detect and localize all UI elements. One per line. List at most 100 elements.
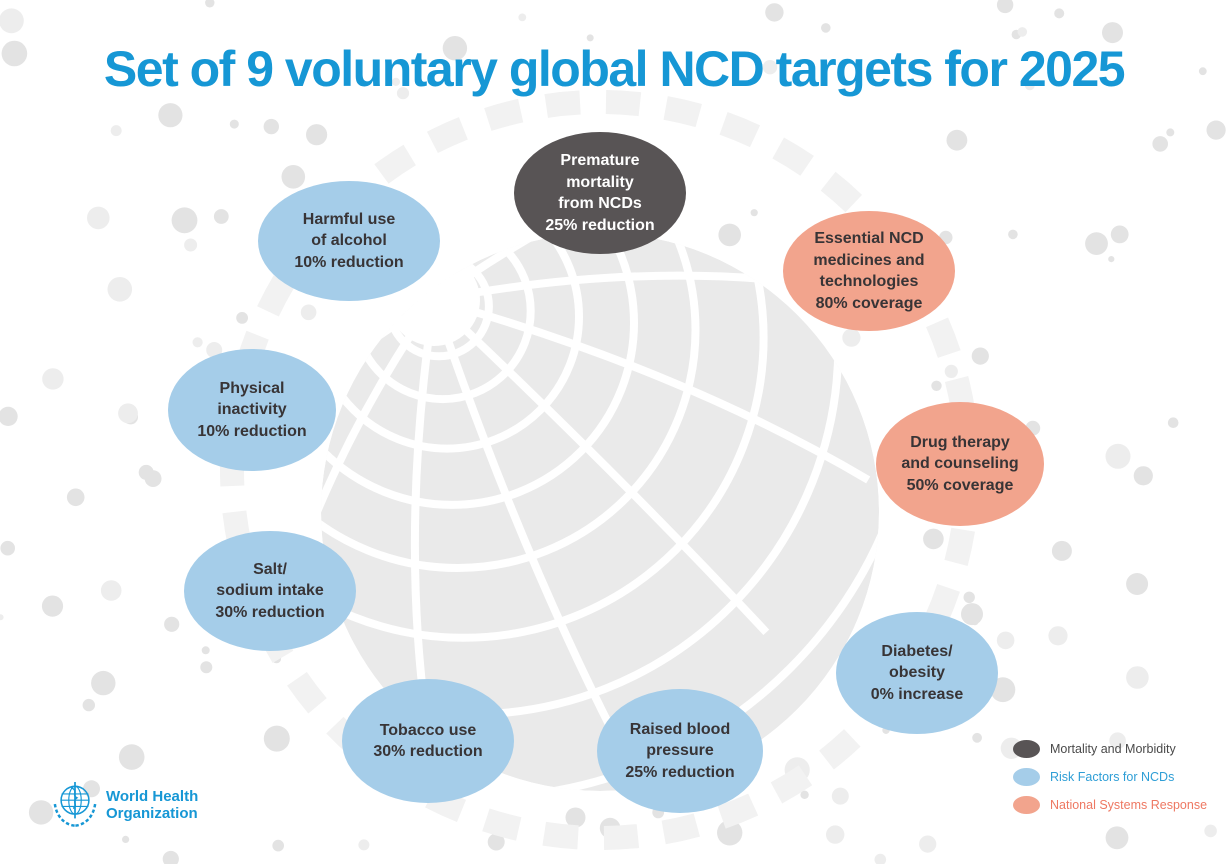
background-dot [396, 87, 410, 100]
target-bubble-premature-mortality: Premature mortality from NCDs 25% reduction [514, 132, 686, 254]
target-bubble-line: pressure [646, 742, 714, 760]
background-dot [205, 0, 215, 8]
target-bubble-line: Raised blood [629, 720, 731, 738]
target-bubble-line: 0% increase [870, 685, 964, 703]
background-dot [971, 347, 989, 365]
target-bubble-tobacco-use: Tobacco use 30% reduction [342, 679, 514, 803]
background-dot [158, 103, 183, 128]
background-dot [213, 209, 229, 224]
background-dot [996, 0, 1014, 14]
background-dot [162, 850, 179, 864]
legend-label: Risk Factors for NCDs [1050, 770, 1175, 784]
background-dot [923, 528, 944, 550]
background-dot [972, 732, 982, 743]
legend: Mortality and Morbidity Risk Factors for … [1013, 740, 1207, 824]
target-bubble-line: 25% reduction [545, 216, 655, 234]
background-dot [963, 591, 975, 603]
background-dot [118, 403, 138, 424]
background-dot [263, 725, 290, 752]
target-bubble-line: 30% reduction [373, 743, 483, 760]
background-dot [1102, 22, 1123, 44]
target-bubble-line: Drug therapy [910, 433, 1010, 451]
target-bubble-harmful-alcohol: Harmful use of alcohol 10% reduction [258, 181, 440, 301]
target-bubble-line: of alcohol [311, 232, 387, 250]
target-bubble-line: Harmful use [302, 210, 396, 228]
background-dot [0, 540, 15, 556]
background-dot [200, 661, 213, 674]
target-bubble-line: 10% reduction [294, 253, 404, 271]
background-dot [192, 337, 203, 348]
target-bubble-line: 30% reduction [215, 603, 325, 621]
target-bubble-line: 50% coverage [906, 476, 1014, 494]
background-dot [1109, 732, 1126, 749]
legend-item-mortality: Mortality and Morbidity [1013, 740, 1207, 758]
background-dot [831, 787, 849, 805]
background-dot [1126, 573, 1149, 595]
background-dot [800, 790, 809, 799]
background-dot [164, 616, 180, 632]
target-bubble-line: Premature [560, 152, 640, 169]
target-bubble-line: 25% reduction [625, 763, 735, 781]
background-dot [1204, 824, 1217, 838]
page-title: Set of 9 voluntary global NCD targets fo… [103, 41, 1126, 97]
target-bubble-diabetes-obesity: Diabetes/obesity 0% increase [836, 612, 998, 734]
who-logo: World Health Organization [52, 780, 198, 830]
background-dot [0, 614, 4, 621]
background-dot [762, 59, 778, 75]
target-bubble-line: Diabetes/ [881, 642, 953, 660]
background-dot [996, 631, 1015, 650]
target-bubble-line: Tobacco use [379, 721, 477, 739]
background-dot [110, 125, 122, 137]
background-dot [842, 328, 861, 347]
background-dot [971, 618, 979, 626]
background-dot [1133, 466, 1153, 486]
background-dot [944, 364, 958, 378]
background-dot [272, 839, 285, 852]
background-dot [1048, 626, 1068, 646]
target-bubble-line: from NCDs [558, 195, 642, 212]
background-dot [718, 223, 741, 247]
target-bubble-line: mortality [566, 173, 634, 191]
background-dot [1008, 229, 1018, 240]
background-dot [1166, 128, 1175, 137]
background-dot [138, 464, 154, 480]
background-dot [1126, 666, 1149, 689]
target-bubble-line: inactivity [217, 401, 287, 419]
background-dot [82, 698, 96, 712]
target-bubble-line: sodium intake [216, 582, 324, 600]
background-dot [518, 13, 527, 22]
background-dot [201, 646, 210, 655]
background-dot [919, 835, 937, 853]
background-dot [565, 807, 586, 828]
target-bubble-line: Salt/ [253, 560, 287, 578]
background-dot [300, 304, 317, 321]
background-dot [487, 833, 505, 851]
background-dot [100, 580, 122, 601]
background-dot [1054, 8, 1065, 19]
target-bubble-line: and counseling [901, 455, 1019, 473]
background-dot [1017, 27, 1028, 37]
target-bubble-line: Essential NCD [814, 230, 924, 247]
background-dot [586, 34, 594, 42]
legend-label: National Systems Response [1050, 798, 1208, 812]
who-name-line2: Organization [106, 805, 198, 822]
background-dot [931, 380, 942, 391]
background-dot [263, 118, 279, 135]
background-dot [717, 820, 743, 846]
background-dot [358, 839, 370, 851]
background-dot [1024, 80, 1035, 91]
background-dot [107, 277, 133, 302]
target-bubble-line: technologies [819, 273, 919, 290]
background-dot [1105, 826, 1129, 850]
background-dot [1105, 443, 1131, 469]
background-dot [306, 124, 328, 146]
legend-swatch-risk [1013, 768, 1040, 786]
target-bubble-essential-medicines: Essential NCD medicines and technologies 80… [783, 211, 955, 331]
background-dot [1, 40, 28, 67]
legend-item-systems: National Systems Response [1013, 796, 1207, 814]
background-dot [826, 825, 845, 844]
legend-swatch-systems [1013, 796, 1040, 814]
target-bubble-drug-therapy: Drug therapy and counseling 50% coverage [876, 402, 1044, 526]
target-bubble-line: 10% reduction [197, 422, 307, 440]
background-dot [28, 800, 54, 825]
